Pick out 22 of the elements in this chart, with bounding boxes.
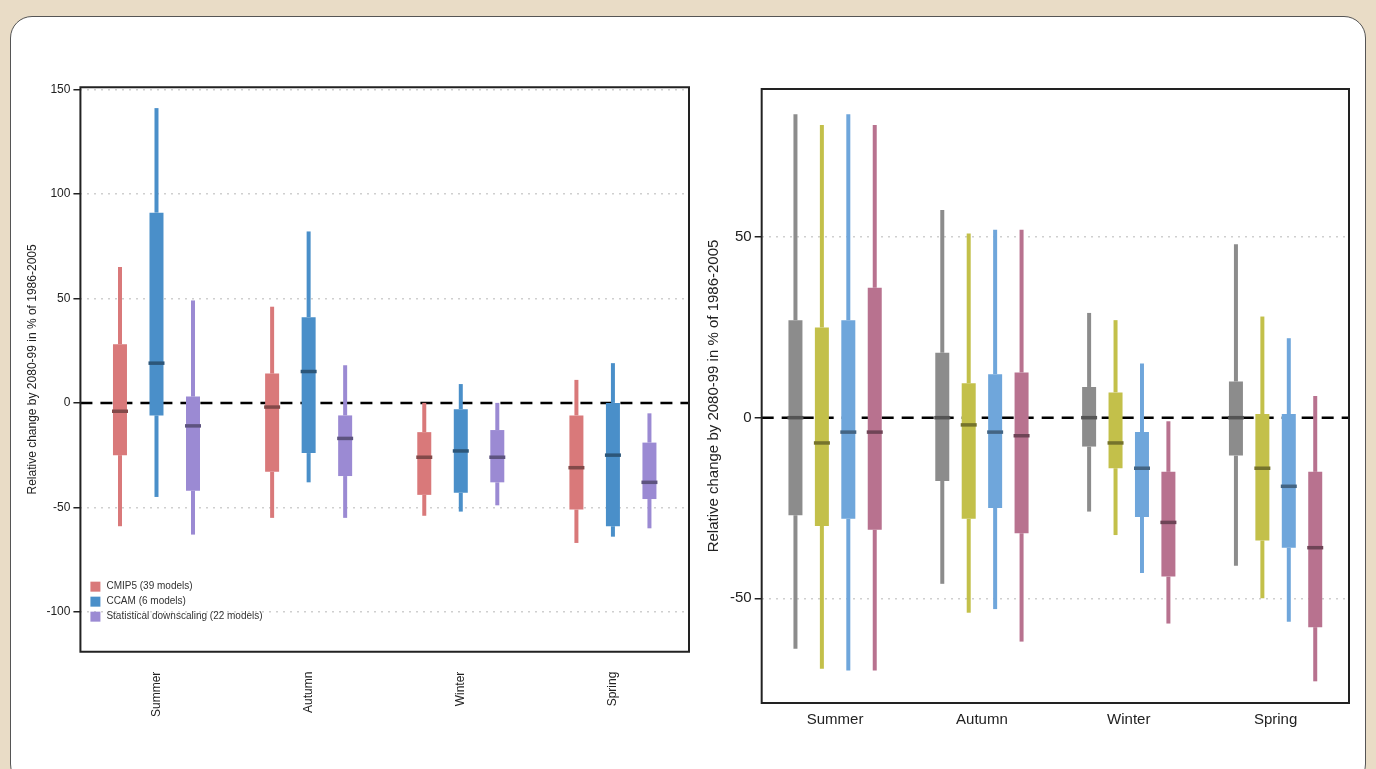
x-tick-label: Summer	[806, 710, 864, 728]
y-tick-label: 100	[50, 186, 71, 201]
x-tick-label: Spring	[1253, 710, 1298, 728]
y-axis-title: Relative change by 2080-99 in % of 1986-2005	[24, 244, 39, 495]
y-tick-label: -50	[729, 588, 752, 606]
y-tick-label: -100	[46, 604, 71, 619]
legend-label: Statistical downscaling (22 models)	[106, 610, 263, 622]
x-tick-label: Autumn	[300, 671, 315, 714]
x-tick-label: Winter	[453, 671, 468, 707]
y-tick-label: 150	[50, 81, 71, 96]
y-tick-label: -50	[53, 499, 71, 514]
y-tick-label: 50	[734, 227, 752, 245]
x-tick-label: Autumn	[956, 710, 1008, 728]
y-tick-label: 0	[63, 395, 71, 410]
legend-label: CCAM (6 models)	[106, 595, 186, 607]
x-tick-label: Spring	[605, 671, 620, 707]
y-tick-label: 0	[743, 407, 752, 425]
y-tick-label: 50	[57, 290, 71, 305]
legend-label: CMIP5 (39 models)	[106, 580, 193, 592]
x-tick-label: Winter	[1107, 710, 1151, 728]
x-tick-label: Summer	[148, 671, 163, 717]
y-axis-title: Relative change by 2080-99 in % of 1986-2005	[704, 239, 722, 553]
